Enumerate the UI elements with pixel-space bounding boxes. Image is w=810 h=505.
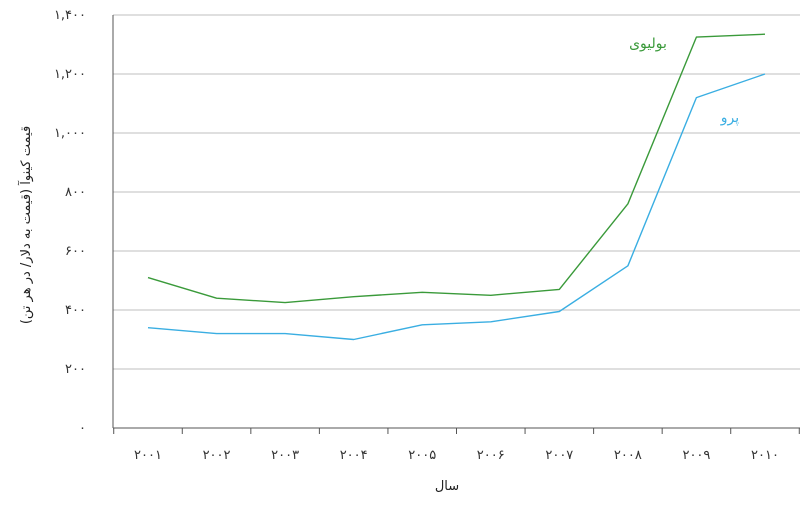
y-tick-label: ۴۰۰	[65, 303, 86, 318]
series-line	[147, 33, 766, 304]
series-label: پرو	[720, 110, 739, 126]
y-tick-label: ۱,۴۰۰	[54, 8, 86, 23]
x-tick-label: ۲۰۰۶	[477, 448, 505, 463]
series-label: بولیوی	[629, 36, 667, 52]
y-tick-label: ۱,۰۰۰	[54, 126, 86, 141]
x-tick-label: ۲۰۰۷	[545, 448, 573, 463]
y-tick-label: ۲۰۰	[65, 362, 86, 377]
x-tick-label: ۲۰۰۲	[203, 448, 231, 463]
x-tick-label: ۲۰۰۳	[271, 448, 299, 463]
y-tick-label: ۶۰۰	[65, 244, 86, 259]
x-tick-label: ۲۰۰۸	[614, 448, 642, 463]
series-line	[147, 73, 766, 341]
x-tick-label: ۲۰۰۹	[682, 448, 710, 463]
y-axis-title: قیمت کینوآ (قیمت به دلار/ در هر تن)	[17, 126, 34, 324]
x-tick-label: ۲۰۰۴	[340, 448, 368, 463]
x-tick-label: ۲۰۰۱	[134, 448, 162, 463]
y-tick-label: ۱,۲۰۰	[54, 67, 86, 82]
x-tick-label: ۲۰۰۵	[408, 448, 436, 463]
y-tick-label: ۸۰۰	[65, 185, 86, 200]
y-tick-label: ۰	[79, 421, 86, 436]
x-axis-title: سال	[435, 479, 459, 494]
x-tick-label: ۲۰۱۰	[751, 448, 779, 463]
